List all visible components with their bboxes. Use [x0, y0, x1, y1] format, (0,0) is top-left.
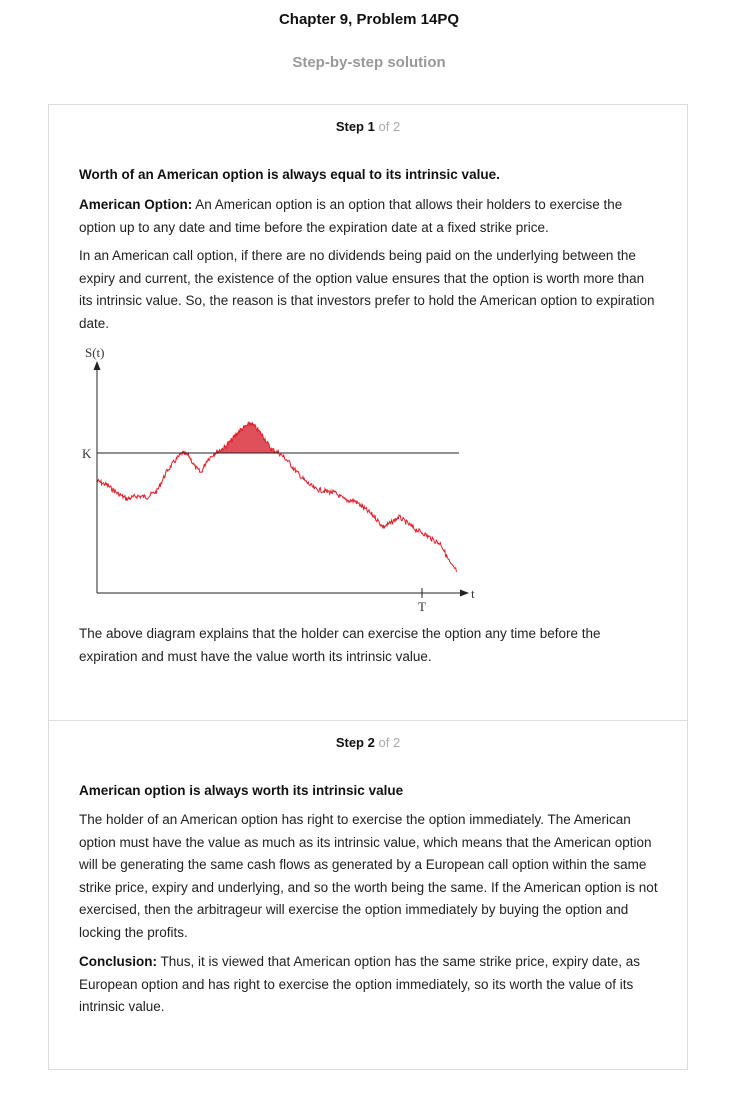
page-subtitle: Step-by-step solution: [292, 54, 446, 71]
step-2-heading: American option is always worth its intr…: [79, 783, 404, 798]
x-axis-arrow-icon: [460, 589, 469, 597]
step-2-paragraph: The holder of an American option has rig…: [79, 812, 658, 940]
step-1-number: 1: [367, 119, 375, 134]
step-1-caption: The above diagram explains that the hold…: [79, 626, 601, 664]
diagram-svg: S(t) K T t: [82, 345, 475, 614]
step-divider: [49, 720, 687, 721]
step-1-definition: American Option: An American option is a…: [79, 194, 659, 239]
expiry-label: T: [418, 599, 426, 614]
x-axis-label: t: [471, 586, 475, 601]
strike-label: K: [82, 446, 92, 461]
step-1-definition-text: An American option is an option that all…: [79, 197, 623, 235]
step-1-heading: Worth of an American option is always eq…: [79, 167, 500, 182]
y-axis-arrow-icon: [93, 361, 101, 370]
step-1-label: Step 1: [335, 119, 375, 134]
step-2-label: Step 2: [335, 735, 375, 750]
step-1-header: Step 1 of 2: [49, 119, 687, 134]
intrinsic-value-area: [207, 422, 283, 453]
page-title: Chapter 9, Problem 14PQ: [278, 11, 460, 28]
step-2-of: of 2: [378, 735, 401, 750]
y-axis-label: S(t): [85, 345, 105, 360]
step-2-number: 2: [367, 735, 375, 750]
step-1-definition-label: American Option:: [79, 197, 193, 212]
step-2-conclusion-text: Thus, it is viewed that American option …: [79, 954, 640, 1014]
step-1-paragraph: In an American call option, if there are…: [79, 248, 655, 331]
step-2-header: Step 2 of 2: [49, 735, 687, 750]
step-1-of: of 2: [378, 119, 401, 134]
stock-price-path: [96, 421, 458, 573]
option-price-diagram: S(t) K T t: [77, 343, 507, 628]
step-2-conclusion: Conclusion: Thus, it is viewed that Amer…: [79, 951, 659, 1019]
solution-card: Step 1 of 2 Worth of an American option …: [48, 104, 688, 1070]
step-2-conclusion-label: Conclusion:: [79, 954, 157, 969]
